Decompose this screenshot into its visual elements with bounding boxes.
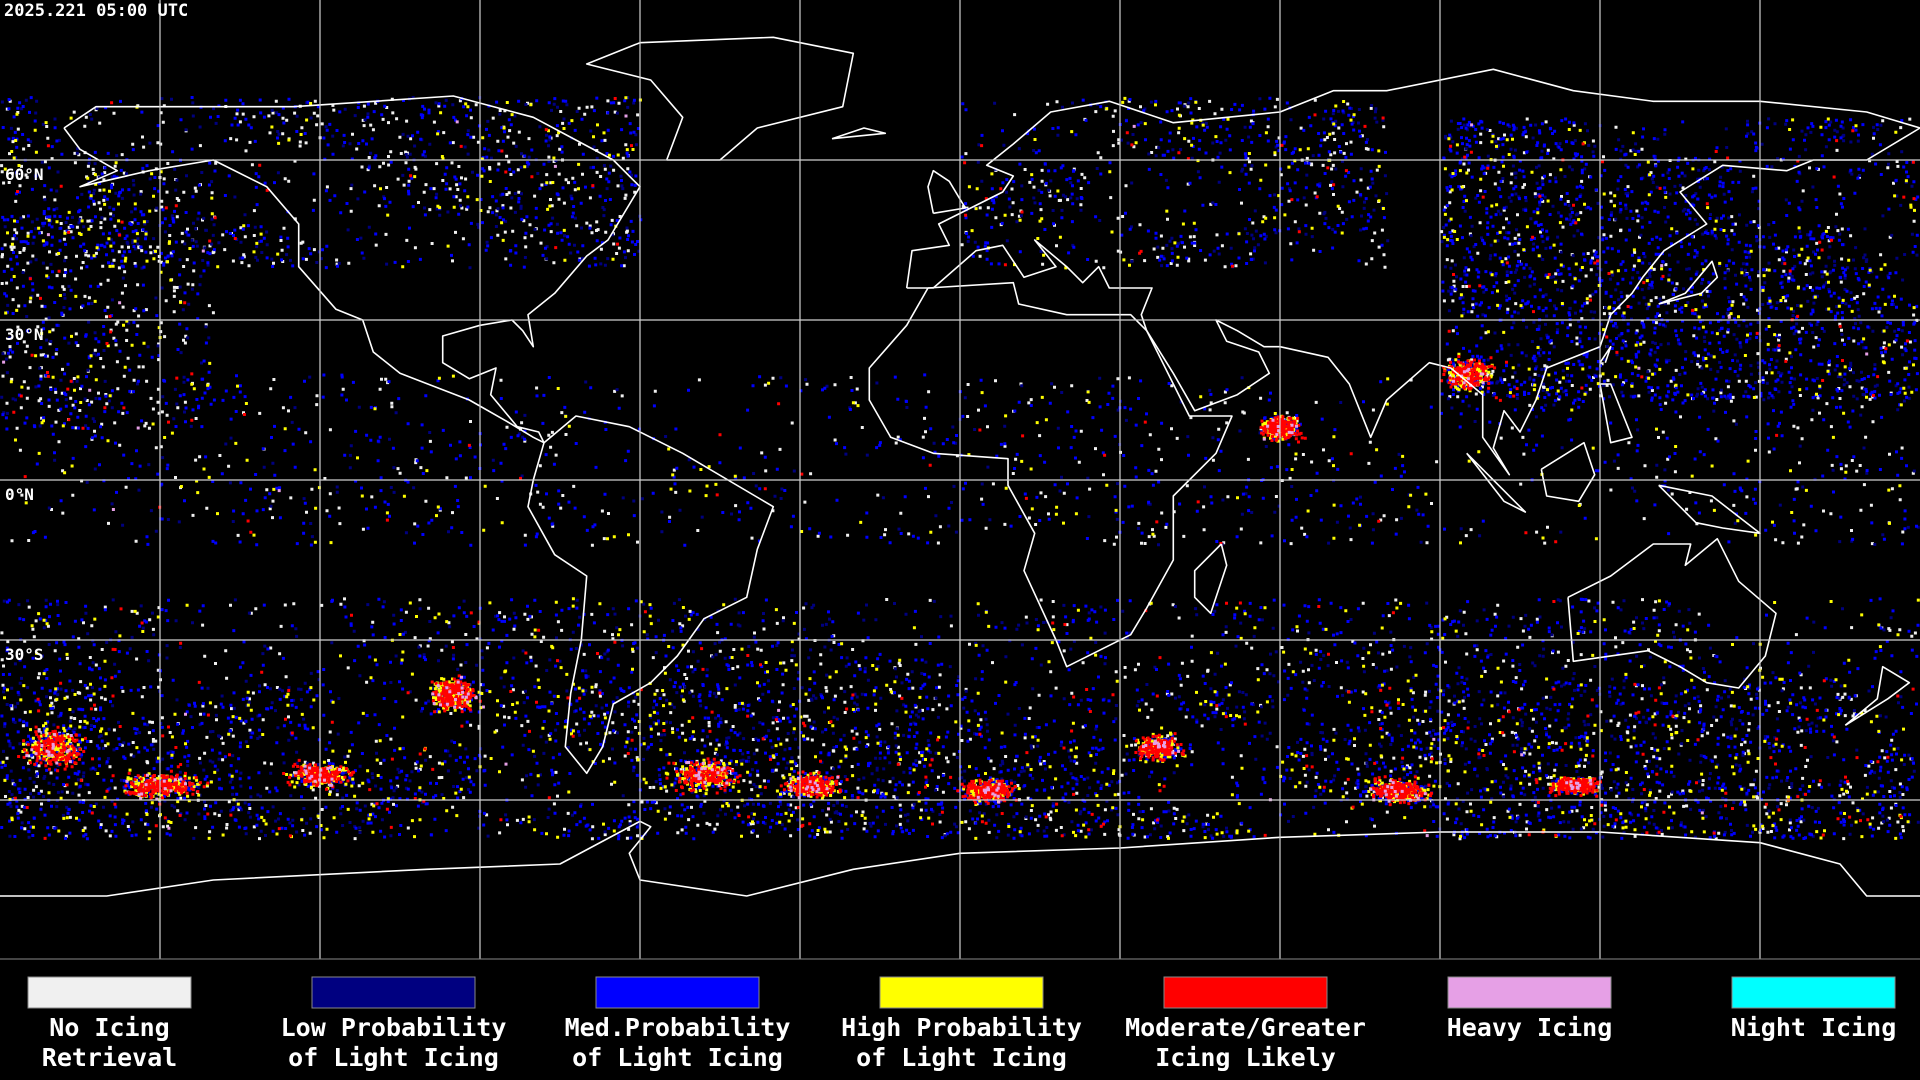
legend-label: of Light Icing bbox=[288, 1043, 499, 1072]
timestamp: 2025.221 05:00 UTC bbox=[4, 1, 188, 21]
legend-label: Moderate/Greater bbox=[1125, 1013, 1366, 1042]
legend-label: Night Icing bbox=[1731, 1013, 1897, 1042]
coastline bbox=[1193, 543, 1228, 615]
legend-label: Med.Probability bbox=[565, 1013, 791, 1042]
icing-pixels bbox=[0, 96, 1920, 841]
legend-swatch bbox=[311, 976, 476, 1009]
coastline bbox=[1658, 484, 1761, 535]
coastline bbox=[1658, 260, 1719, 305]
legend-swatch bbox=[27, 976, 192, 1009]
coastline bbox=[1844, 665, 1911, 726]
coastline bbox=[868, 281, 1233, 668]
legend-label: Heavy Icing bbox=[1447, 1013, 1613, 1042]
coastline bbox=[1599, 383, 1633, 444]
legend-swatch bbox=[1163, 976, 1328, 1009]
legend-label: of Light Icing bbox=[572, 1043, 783, 1072]
legend-swatch bbox=[595, 976, 760, 1009]
legend-label: Retrieval bbox=[42, 1043, 177, 1072]
legend-label: Low Probability bbox=[281, 1013, 507, 1042]
coastline bbox=[585, 36, 855, 161]
coastlines bbox=[0, 36, 1920, 897]
coastline bbox=[1599, 345, 1612, 364]
latitude-label: 30°S bbox=[5, 645, 44, 664]
legend-swatch bbox=[879, 976, 1044, 1009]
latitude-label: 60°N bbox=[5, 165, 44, 184]
legend-label: High Probability bbox=[841, 1013, 1082, 1042]
legend-label: Icing Likely bbox=[1155, 1043, 1336, 1072]
coastline bbox=[527, 415, 775, 775]
coastline bbox=[831, 127, 887, 140]
graticule bbox=[0, 0, 1920, 960]
legend-swatch bbox=[1731, 976, 1896, 1009]
latitude-label: 30°N bbox=[5, 325, 44, 344]
coastline bbox=[63, 95, 641, 444]
coastline bbox=[1540, 441, 1596, 503]
latitude-labels: 60°N 30°N 0°N 30°S bbox=[5, 165, 44, 664]
latitude-label: 0°N bbox=[5, 485, 34, 504]
coastline bbox=[1466, 452, 1527, 513]
legend-swatch bbox=[1447, 976, 1612, 1009]
coastline bbox=[1567, 537, 1777, 689]
coastline bbox=[905, 68, 1920, 476]
legend-label: No Icing bbox=[49, 1013, 169, 1042]
legend-label: of Light Icing bbox=[856, 1043, 1067, 1072]
icing-field bbox=[0, 96, 1920, 841]
